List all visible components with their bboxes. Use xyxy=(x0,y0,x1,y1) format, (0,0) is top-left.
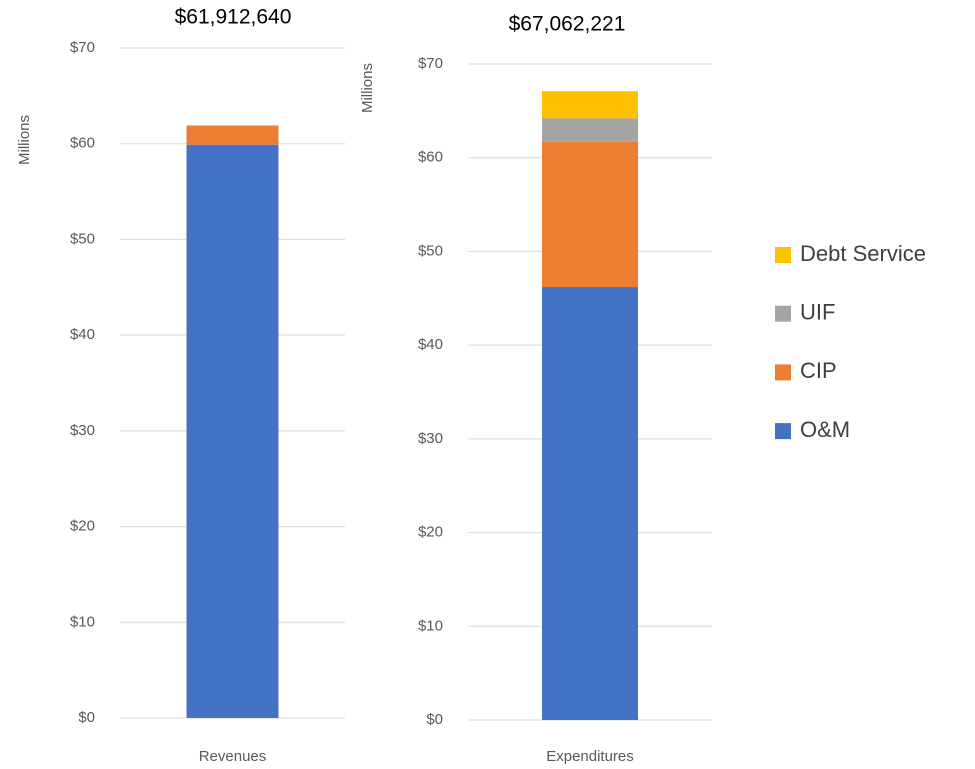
y-tick-label: $40 xyxy=(418,336,443,353)
y-tick-label: $50 xyxy=(70,230,95,247)
chart-title: $67,062,221 xyxy=(509,13,626,36)
bar-segment xyxy=(186,144,279,718)
bar-segment xyxy=(186,125,279,145)
bar-segment xyxy=(542,91,638,119)
y-tick-label: $20 xyxy=(70,518,95,535)
y-tick-label: $30 xyxy=(418,430,443,447)
y-tick-label: $40 xyxy=(70,326,95,343)
y-tick-label: $10 xyxy=(70,613,95,630)
bar-segment xyxy=(542,287,638,720)
y-axis-label: Millions xyxy=(359,63,376,113)
y-tick-label: $60 xyxy=(418,149,443,166)
legend-swatch xyxy=(775,247,791,263)
y-tick-label: $0 xyxy=(426,711,443,728)
x-tick-label: Expenditures xyxy=(546,748,634,765)
legend-swatch xyxy=(775,305,791,322)
y-axis-label: Millions xyxy=(16,115,33,165)
y-tick-label: $10 xyxy=(418,617,443,634)
y-tick-label: $0 xyxy=(78,709,95,726)
bar-segment xyxy=(542,118,638,142)
x-tick-label: Revenues xyxy=(199,748,267,765)
legend-label: Debt Service xyxy=(800,241,926,266)
legend-swatch xyxy=(775,364,791,381)
y-tick-label: $50 xyxy=(418,242,443,259)
y-tick-label: $20 xyxy=(418,524,443,541)
legend-label: CIP xyxy=(800,358,837,383)
legend-label: UIF xyxy=(800,300,835,325)
y-tick-label: $30 xyxy=(70,422,95,439)
y-tick-label: $60 xyxy=(70,135,95,152)
y-tick-label: $70 xyxy=(70,39,95,56)
y-tick-label: $70 xyxy=(418,55,443,72)
legend-swatch xyxy=(775,423,791,440)
chart-title: $61,912,640 xyxy=(175,6,292,29)
legend-label: O&M xyxy=(800,417,850,442)
bar-segment xyxy=(542,141,638,288)
